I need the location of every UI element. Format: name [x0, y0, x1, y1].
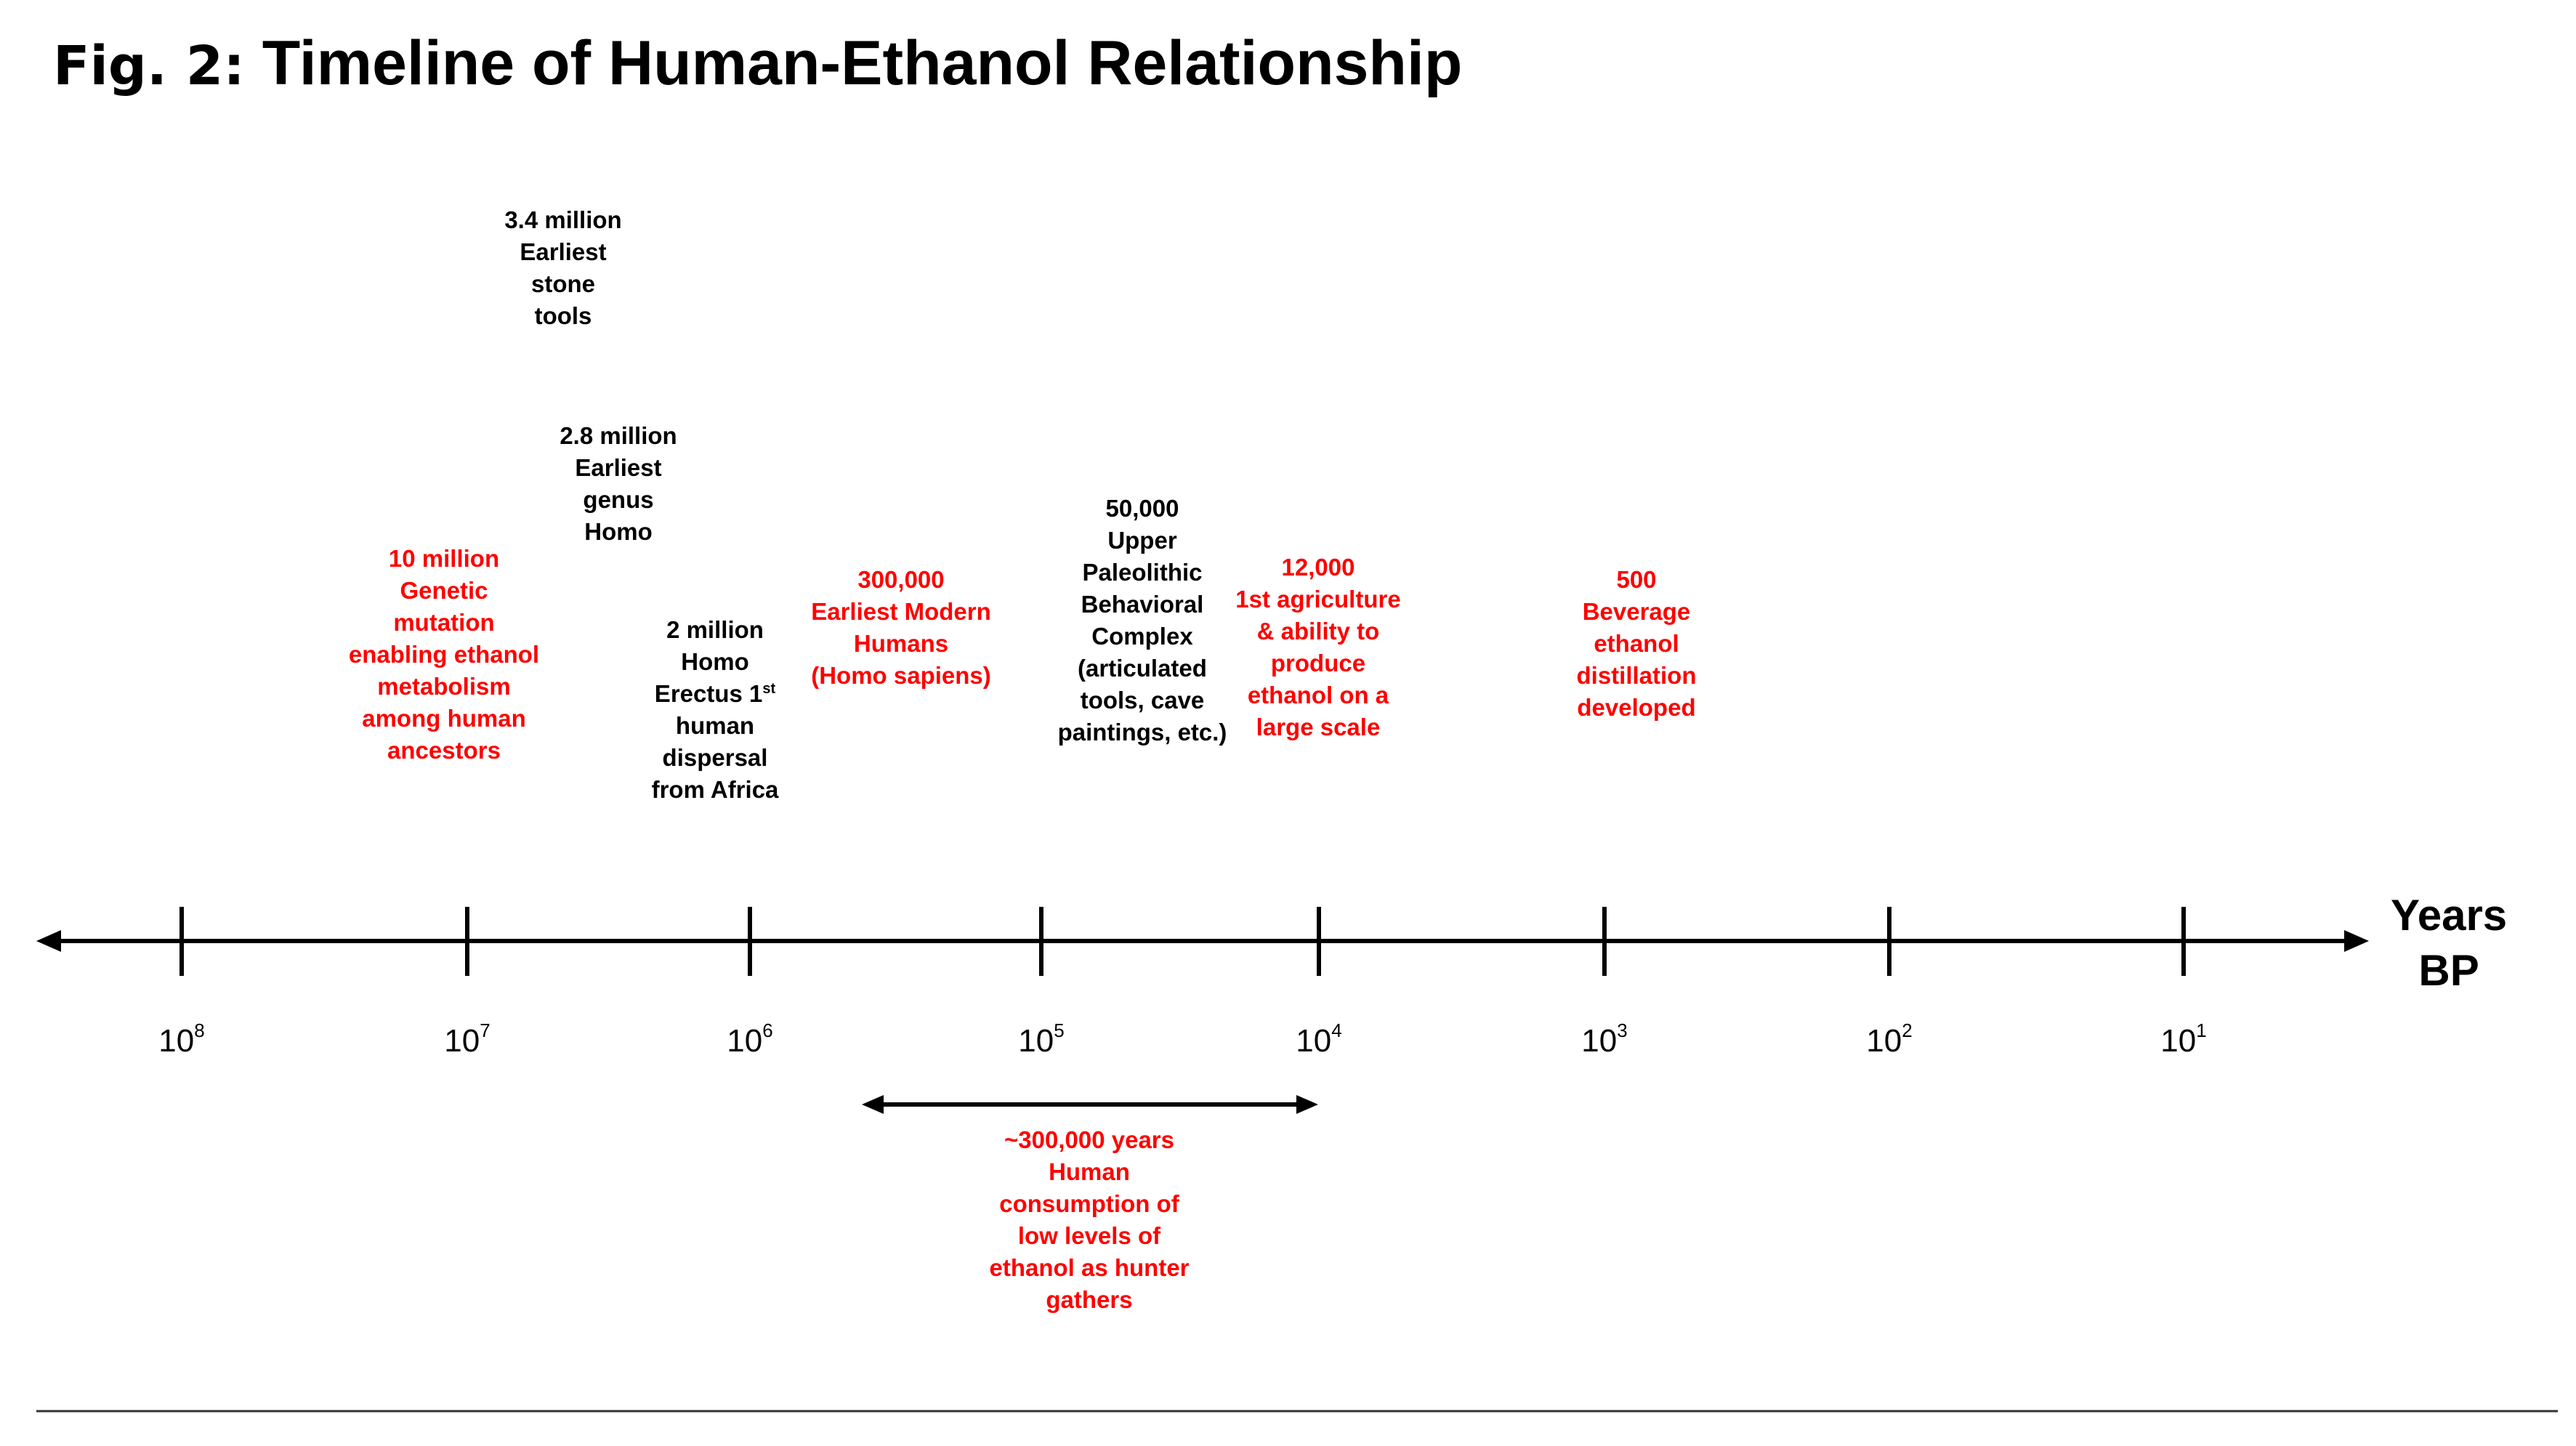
tick-label-base: 10 [1018, 1023, 1054, 1059]
tick-label-10e3: 103 [1581, 1021, 1627, 1059]
tick-label-exponent: 8 [194, 1019, 205, 1041]
tick-label-exponent: 6 [762, 1019, 773, 1041]
tick-label-exponent: 5 [1054, 1019, 1065, 1041]
figure-title-text: Timeline of Human-Ethanol Relationship [262, 28, 1463, 98]
tick-label-exponent: 7 [480, 1019, 490, 1041]
tick-label-exponent: 1 [2196, 1019, 2207, 1041]
figure-number: Fig. 2: [53, 35, 245, 97]
tick-label-10e8: 108 [158, 1021, 204, 1059]
tick-label-base: 10 [2160, 1023, 2197, 1059]
axis-label-years: Years [2391, 891, 2508, 940]
axis-left-arrowhead [36, 930, 61, 952]
range-annotation-hunter-gatherers: ~300,000 years Human consumption of low … [989, 1126, 1190, 1313]
tick-label-10e5: 105 [1018, 1021, 1064, 1059]
tick-label-base: 10 [727, 1023, 763, 1059]
tick-label-base: 10 [1296, 1023, 1332, 1059]
tick-label-base: 10 [1866, 1023, 1902, 1059]
event-stone-tools: 3.4 million Earliest stone tools [504, 206, 622, 329]
tick-label-base: 10 [158, 1023, 195, 1059]
event-distillation: 500 Beverage ethanol distillation develo… [1576, 566, 1697, 721]
tick-label-exponent: 3 [1617, 1019, 1628, 1041]
tick-label-10e7: 107 [444, 1021, 490, 1059]
tick-label-exponent: 4 [1331, 1019, 1342, 1041]
event-modern-humans: 300,000 Earliest Modern Humans (Homo sap… [811, 566, 991, 689]
axis-label-bp: BP [2418, 946, 2479, 995]
figure-title: Fig. 2: Timeline of Human-Ethanol Relati… [53, 28, 1462, 100]
event-homo-erectus: 2 million Homo Erectus 1st human dispers… [651, 616, 779, 803]
axis-label: Years BP [2391, 888, 2507, 998]
tick-label-10e6: 106 [727, 1021, 772, 1059]
range-bracket-left-arrowhead [862, 1095, 884, 1114]
tick-label-base: 10 [444, 1023, 480, 1059]
event-genetic-mutation: 10 million Genetic mutation enabling eth… [348, 545, 540, 764]
tick-label-10e4: 104 [1296, 1021, 1341, 1059]
event-agriculture: 12,000 1st agriculture & ability to prod… [1235, 554, 1401, 740]
event-genus-homo: 2.8 million Earliest genus Homo [560, 422, 677, 545]
tick-label-base: 10 [1581, 1023, 1618, 1059]
axis-right-arrowhead [2344, 930, 2369, 952]
range-bracket-right-arrowhead [1296, 1095, 1318, 1114]
tick-label-exponent: 2 [1902, 1019, 1913, 1041]
tick-label-10e2: 102 [1866, 1021, 1912, 1059]
tick-label-10e1: 101 [2160, 1021, 2206, 1059]
event-upper-paleolithic: 50,000 Upper Paleolithic Behavioral Comp… [1057, 495, 1227, 746]
axis-tick-marks [179, 907, 2186, 976]
